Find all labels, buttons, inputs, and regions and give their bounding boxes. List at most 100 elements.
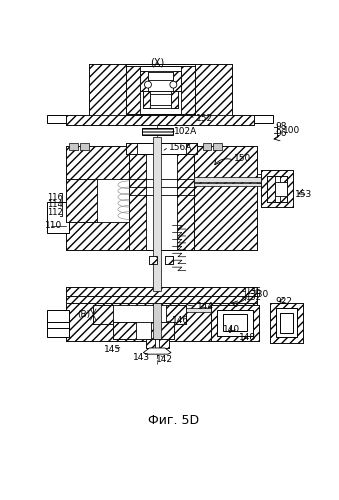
Bar — [126, 143, 137, 154]
Bar — [194, 146, 257, 250]
Bar — [280, 176, 287, 202]
Text: 100: 100 — [283, 126, 300, 134]
Text: 143: 143 — [133, 352, 150, 362]
Text: 102A: 102A — [174, 127, 197, 136]
Bar — [146, 338, 169, 348]
Text: 140: 140 — [223, 325, 241, 334]
Bar — [275, 182, 287, 196]
Bar — [47, 322, 68, 328]
Bar — [126, 66, 195, 114]
Bar — [194, 183, 261, 186]
Bar — [66, 180, 129, 222]
Bar — [271, 302, 303, 343]
Text: 156A: 156A — [169, 142, 192, 152]
Text: 153: 153 — [295, 190, 312, 199]
Bar — [89, 64, 232, 122]
Bar — [271, 302, 303, 343]
Text: 142: 142 — [156, 355, 173, 364]
Text: 110: 110 — [45, 221, 62, 230]
Bar — [93, 305, 186, 324]
Bar — [159, 338, 169, 348]
Bar — [69, 143, 78, 150]
Bar — [66, 296, 257, 302]
Text: 148: 148 — [239, 332, 256, 342]
Text: 114: 114 — [47, 200, 63, 209]
Bar — [186, 143, 197, 154]
Bar — [211, 305, 259, 341]
Bar — [194, 177, 261, 182]
Text: (X): (X) — [150, 58, 164, 68]
Text: 136: 136 — [245, 286, 261, 296]
Bar — [47, 202, 68, 233]
Text: 98: 98 — [276, 122, 287, 132]
Text: 145: 145 — [104, 345, 121, 354]
Bar — [126, 66, 140, 114]
Bar — [186, 308, 211, 312]
Bar — [254, 116, 274, 123]
Bar — [181, 66, 195, 114]
Text: 116: 116 — [47, 192, 63, 202]
Bar — [203, 143, 211, 150]
Bar — [66, 296, 257, 302]
Text: 922: 922 — [276, 296, 293, 306]
Circle shape — [144, 81, 152, 88]
Bar — [66, 287, 257, 296]
Bar — [165, 256, 173, 264]
Bar — [149, 256, 157, 264]
Text: 132: 132 — [245, 292, 261, 302]
Bar — [150, 94, 171, 104]
Bar — [261, 170, 294, 207]
Bar — [113, 322, 174, 338]
Text: 144: 144 — [197, 302, 214, 311]
Bar — [66, 180, 97, 222]
Bar — [280, 312, 294, 332]
Bar — [142, 128, 173, 136]
Bar — [140, 71, 181, 91]
Bar — [143, 91, 150, 108]
Bar — [66, 146, 129, 250]
Bar — [146, 338, 155, 348]
Bar — [148, 72, 173, 80]
Bar — [149, 256, 157, 264]
Bar — [223, 314, 247, 331]
Bar — [261, 170, 294, 207]
Bar — [47, 116, 66, 123]
Bar — [267, 176, 275, 202]
Bar — [267, 176, 287, 202]
Text: 152: 152 — [196, 114, 213, 123]
Text: 112: 112 — [47, 208, 63, 217]
Circle shape — [170, 81, 177, 88]
Bar — [66, 116, 254, 126]
Bar — [47, 310, 68, 337]
Text: 96: 96 — [276, 128, 287, 138]
Bar — [153, 137, 161, 291]
Bar — [143, 91, 178, 108]
Bar — [211, 305, 259, 341]
Bar — [171, 91, 178, 108]
Bar — [66, 116, 254, 126]
Bar — [153, 302, 161, 349]
Bar — [129, 146, 146, 250]
Bar — [257, 174, 261, 183]
Bar — [66, 302, 257, 341]
Bar — [276, 308, 297, 337]
Text: (B): (B) — [78, 310, 91, 318]
Bar — [89, 64, 126, 122]
Text: 146: 146 — [172, 316, 189, 325]
Bar — [66, 146, 129, 250]
Bar — [217, 310, 253, 336]
Bar — [66, 302, 257, 341]
Bar — [140, 71, 148, 91]
Bar — [177, 146, 194, 250]
Polygon shape — [143, 348, 171, 354]
Bar — [113, 322, 136, 338]
Bar — [66, 287, 257, 296]
Bar — [195, 64, 232, 122]
Bar — [194, 146, 257, 250]
Bar — [213, 143, 222, 150]
Text: Фиг. 5D: Фиг. 5D — [148, 414, 199, 427]
Bar — [126, 143, 197, 154]
Bar — [80, 143, 89, 150]
Bar — [129, 146, 194, 250]
Text: 150: 150 — [234, 154, 252, 163]
